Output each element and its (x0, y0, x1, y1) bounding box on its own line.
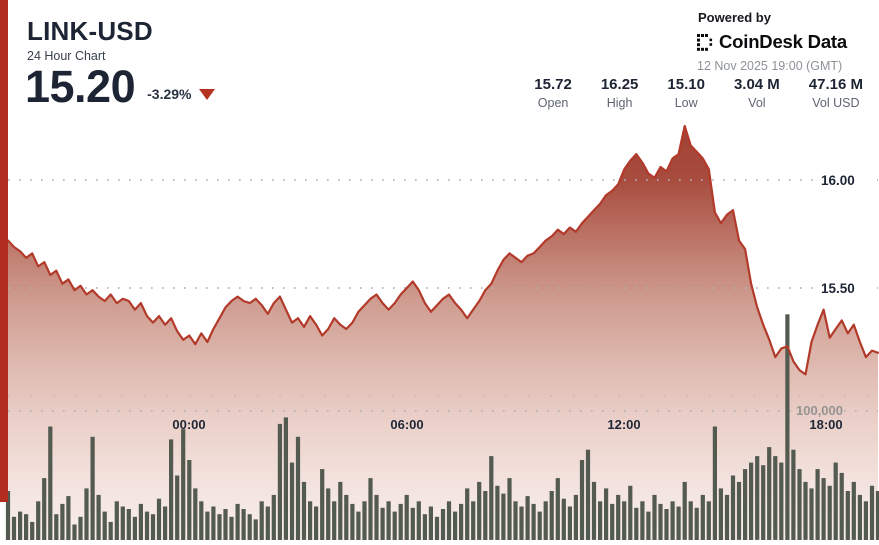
stat-low-value: 15.10 (667, 76, 705, 93)
brand-name: CoinDesk Data (719, 31, 847, 52)
stat-vol-label: Vol (748, 96, 766, 110)
stat-vol-usd-value: 47.16 M (808, 76, 863, 93)
stat-open-value: 15.72 (534, 76, 572, 93)
powered-by-label: Powered by (698, 10, 771, 25)
price-change: -3.29% (147, 86, 216, 102)
time-tick-label: 12:00 (607, 417, 640, 432)
accent-stripe (0, 0, 8, 502)
stat-low: 15.10 Low (667, 76, 705, 110)
stat-vol-usd-label: Vol USD (812, 96, 860, 110)
timestamp: 12 Nov 2025 19:00 (GMT) (697, 59, 843, 73)
price-tick-label: 16.00 (821, 173, 855, 188)
stat-vol-usd: 47.16 M Vol USD (809, 76, 863, 110)
volume-bars (5, 314, 879, 541)
stat-high-value: 16.25 (600, 76, 639, 93)
time-tick-label: 18:00 (809, 417, 842, 432)
volume-tick-label: 100,000 (796, 403, 843, 418)
arrow-down-icon (199, 88, 216, 100)
current-price: 15.20 (25, 61, 136, 112)
header: LINK-USD 24 Hour Chart (27, 17, 153, 63)
symbol-title: LINK-USD (27, 16, 153, 46)
chart-period-subtitle: 24 Hour Chart (27, 48, 106, 63)
stat-high-label: High (606, 96, 633, 110)
price-tick-label: 15.50 (821, 281, 855, 296)
price-area-fill (8, 126, 878, 540)
brand-row: CoinDesk Data (697, 31, 863, 53)
stat-open-label: Open (537, 96, 569, 110)
stat-vol-value: 3.04 M (733, 76, 780, 93)
stat-low-label: Low (674, 96, 698, 110)
stat-open: 15.72 Open (534, 76, 572, 110)
branding: Powered by CoinDesk Data 12 Nov 2025 19:… (697, 10, 863, 73)
axis-labels: 16.00 15.50 100,000 00:00 06:00 12:00 18:00 (172, 171, 868, 432)
stats-row: 15.72 Open 16.25 High 15.10 Low 3.04 M V… (534, 76, 863, 110)
price-line (6, 124, 879, 376)
stat-vol: 3.04 M Vol (734, 76, 780, 110)
price-row: 15.20 -3.29% (25, 61, 216, 112)
time-tick-label: 00:00 (172, 417, 205, 432)
change-percent: -3.29% (147, 86, 192, 102)
stat-high: 16.25 High (601, 76, 639, 110)
time-tick-label: 06:00 (390, 417, 423, 432)
coindesk-logo-icon (697, 33, 713, 51)
